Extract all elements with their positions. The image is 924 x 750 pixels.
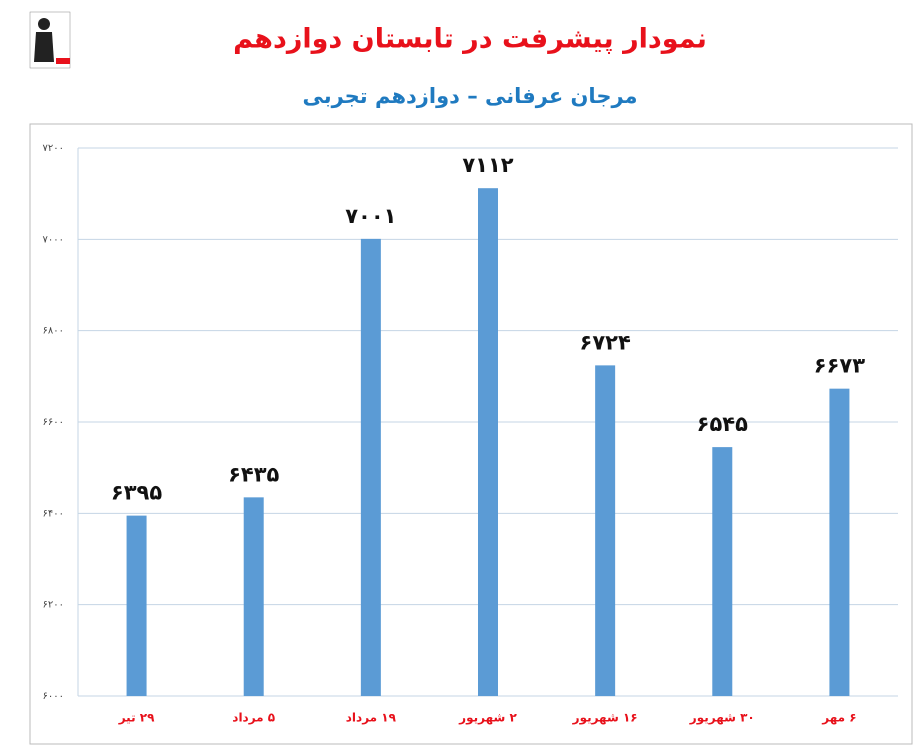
chart-frame [29,123,913,745]
y-tick-label: ۶۸۰۰ [43,326,64,337]
data-label: ۷۱۱۲ [462,153,513,177]
y-tick-label: ۶۰۰۰ [43,691,64,702]
bar [478,188,498,697]
bar [829,388,850,696]
bar [712,447,733,696]
bar [243,497,264,696]
x-tick-label: ۲۹ تیر [118,711,155,725]
bar [360,238,381,697]
y-tick-label: ۶۴۰۰ [43,508,64,519]
data-label: ۶۷۲۴ [580,330,631,354]
data-label: ۶۳۹۵ [111,481,162,505]
x-tick-label: ۲ شهریور [458,711,517,726]
y-tick-label: ۷۲۰۰ [43,143,64,154]
x-tick-label: ۶ مهر [821,711,856,725]
data-label: ۶۴۳۵ [228,462,279,486]
data-label: ۶۵۴۵ [697,412,748,436]
chart-title: نمودار پیشرفت در تابستان دوازدهم [233,24,707,55]
x-tick-label: ۱۶ شهریور [572,711,638,726]
x-tick-label: ۵ مرداد [232,711,275,725]
y-tick-label: ۶۶۰۰ [43,417,64,428]
data-label: ۷۰۰۱ [345,204,396,228]
chart-subtitle: مرجان عرفانی – دوازدهم تجربی [302,84,637,108]
x-tick-label: ۱۹ مرداد [346,711,397,725]
bar [595,365,616,696]
y-tick-label: ۷۰۰۰ [43,234,64,245]
logo [29,11,71,69]
bar [126,515,147,696]
data-label: ۶۶۷۳ [814,354,865,378]
y-tick-label: ۶۲۰۰ [43,600,64,611]
x-tick-label: ۳۰ شهریور [689,711,755,726]
